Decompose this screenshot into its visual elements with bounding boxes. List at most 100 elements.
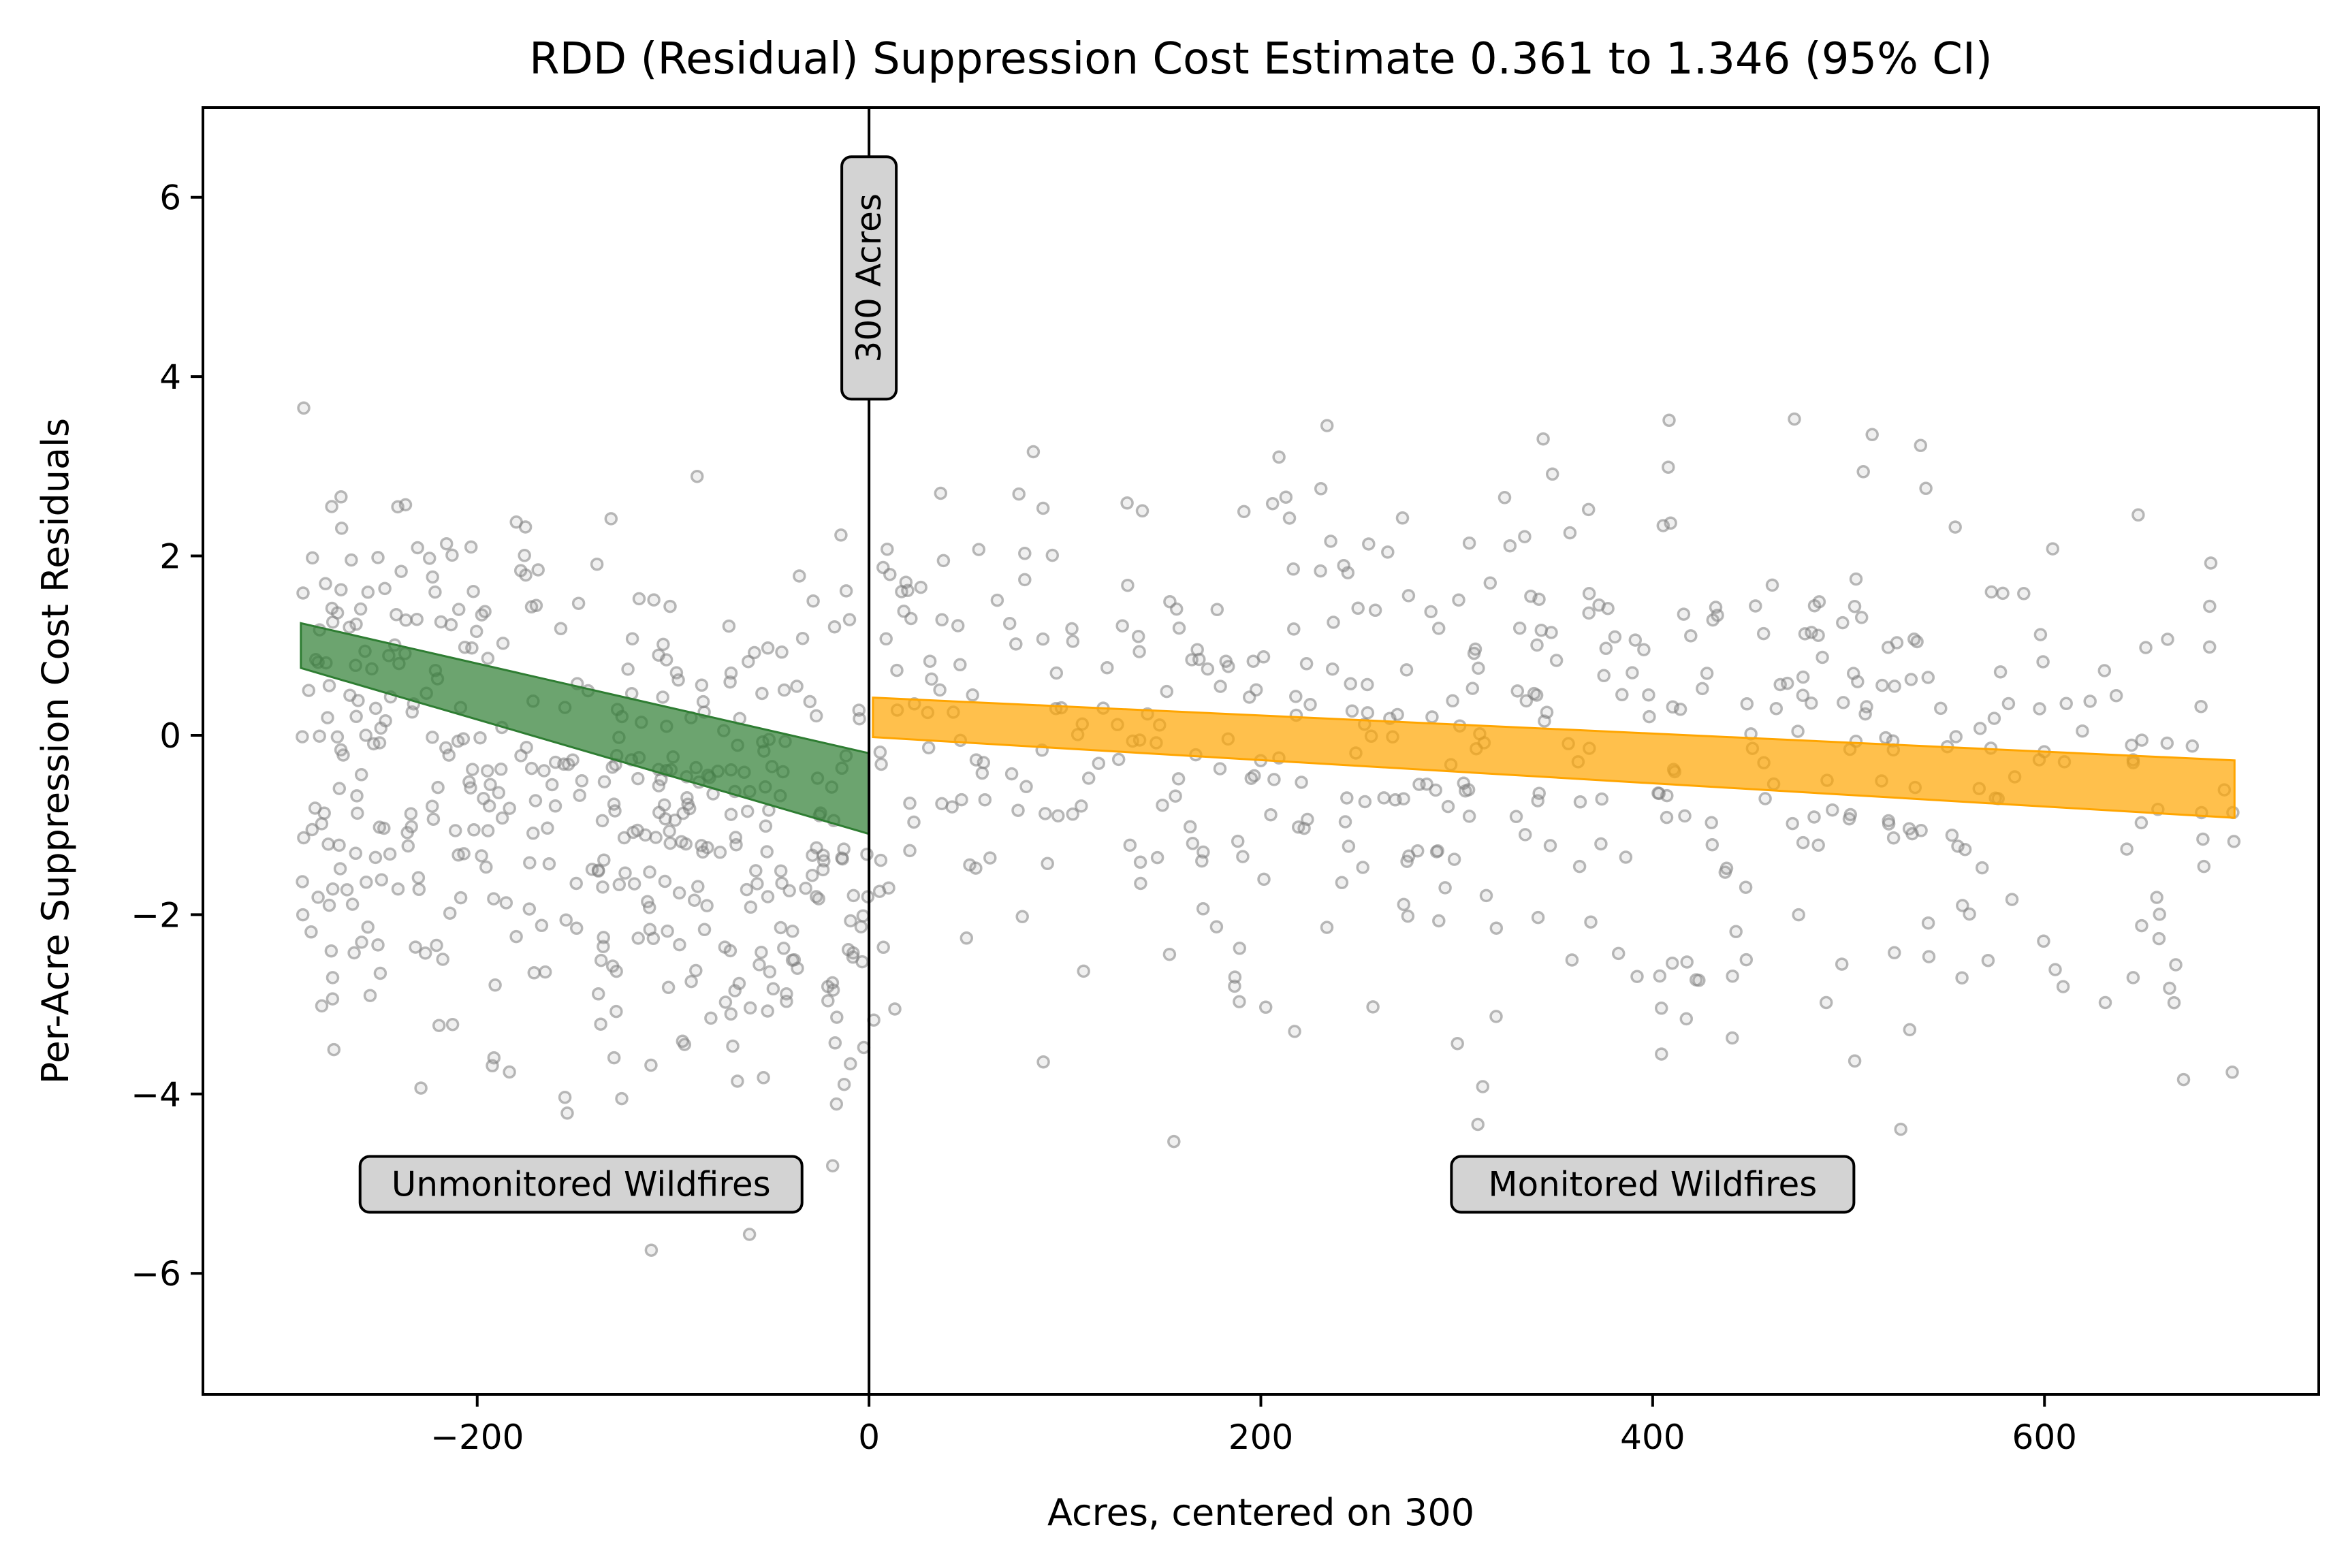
annotation-text: Monitored Wildfires [1488, 1164, 1817, 1204]
x-tick-label: 400 [1620, 1418, 1685, 1457]
scatter-point [527, 966, 541, 980]
scatter-point [509, 929, 523, 944]
scatter-point [1377, 791, 1391, 805]
scatter-point [1132, 645, 1146, 658]
scatter-point [1984, 585, 1999, 599]
scatter-point [669, 666, 684, 679]
scatter-point [478, 605, 492, 618]
scatter-point [873, 746, 887, 759]
scatter-point [375, 873, 389, 886]
scatter-point [1446, 694, 1459, 708]
scatter-point [775, 876, 789, 890]
scatter-point [330, 730, 345, 744]
scatter-point [1956, 899, 1969, 912]
scatter-point [846, 950, 860, 964]
scatter-point [723, 944, 738, 958]
scatter-point [1471, 1117, 1485, 1132]
scatter-point [2033, 628, 2048, 641]
scatter-point [883, 567, 897, 581]
scatter-point [542, 857, 556, 871]
scatter-point [469, 624, 484, 639]
scatter-point [1389, 793, 1402, 807]
scatter-point [744, 900, 758, 914]
scatter-point [647, 593, 661, 607]
scatter-point [1465, 682, 1480, 695]
scatter-point [2076, 724, 2089, 738]
scatter-point [643, 865, 656, 879]
scatter-point [923, 654, 937, 668]
scatter-point [1879, 731, 1892, 745]
scatter-point [326, 971, 340, 985]
scatter-point [1599, 641, 1613, 656]
scatter-point [454, 891, 468, 905]
scatter-point [2135, 918, 2149, 933]
scatter-point [326, 882, 340, 896]
scatter-point [874, 757, 888, 771]
scatter-point [2109, 688, 2123, 703]
scatter-point [1791, 724, 1805, 738]
scatter-point [503, 801, 516, 815]
scatter-point [1288, 1025, 1301, 1038]
scatter-point [1536, 432, 1550, 446]
scatter-point [1678, 809, 1692, 823]
scatter-point [852, 703, 866, 717]
scatter-point [990, 593, 1004, 607]
scatter-point [774, 921, 788, 935]
scatter-point [777, 683, 791, 697]
scatter-point [1530, 638, 1544, 652]
scatter-point [1483, 576, 1497, 590]
scatter-point [324, 944, 338, 958]
scatter-point [1467, 646, 1481, 660]
y-tick-label: 4 [159, 357, 181, 397]
scatter-point [740, 882, 754, 897]
scatter-point [696, 694, 710, 709]
scatter-point [1342, 839, 1356, 853]
scatter-point [518, 549, 531, 562]
scatter-point [1573, 795, 1587, 809]
scatter-point [687, 893, 701, 907]
scatter-point [925, 672, 938, 686]
scatter-point [1684, 629, 1698, 643]
scatter-point [936, 554, 951, 568]
scatter-point [466, 763, 479, 776]
scatter-point [605, 959, 620, 973]
scatter-point [1051, 809, 1065, 822]
scatter-point [1267, 773, 1281, 786]
scatter-point [379, 714, 392, 728]
scatter-point [349, 709, 363, 724]
scatter-point [445, 1017, 460, 1031]
scatter-point [412, 882, 426, 897]
scatter-point [2056, 980, 2070, 993]
scatter-point [1397, 897, 1411, 912]
scatter-point [663, 599, 677, 613]
scatter-point [1248, 769, 1261, 783]
scatter-point [1303, 698, 1317, 711]
scatter-point [345, 553, 358, 567]
cutoff-label-text: 300 Acres [849, 193, 889, 362]
scatter-point [718, 995, 733, 1009]
scatter-point [612, 878, 627, 892]
scatter-point [1287, 622, 1301, 636]
scatter-point [1914, 438, 1928, 453]
scatter-point [1123, 838, 1137, 852]
scatter-point [846, 946, 860, 960]
scatter-point [1169, 789, 1182, 803]
scatter-point [1544, 626, 1558, 639]
scatter-point [761, 890, 775, 903]
scatter-point [2197, 859, 2211, 874]
scatter-point [445, 548, 459, 562]
scatter-point [1452, 593, 1465, 607]
scatter-point [343, 620, 356, 635]
scatter-point [978, 793, 992, 807]
scatter-point [1049, 666, 1064, 680]
scatter-point [430, 938, 443, 953]
scatter-point [842, 613, 857, 626]
scatter-point [1399, 663, 1414, 677]
scatter-point [545, 778, 559, 792]
scatter-point [755, 945, 768, 959]
scatter-point [1314, 482, 1328, 496]
scatter-point [418, 946, 432, 960]
scatter-point [1196, 845, 1210, 859]
scatter-point [1705, 816, 1718, 830]
